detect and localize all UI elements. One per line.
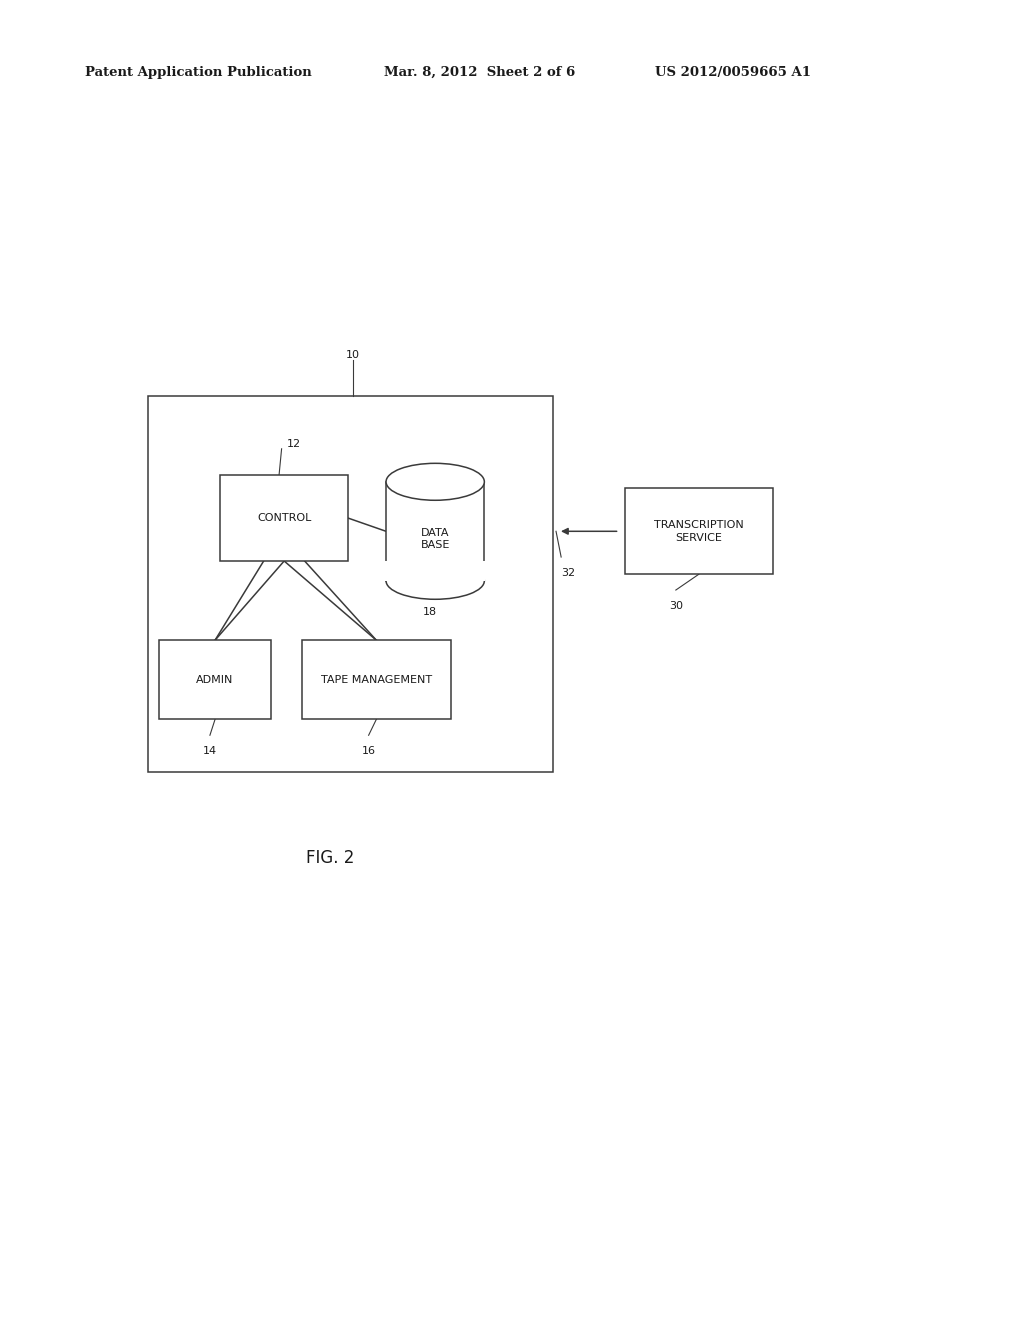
Text: Mar. 8, 2012  Sheet 2 of 6: Mar. 8, 2012 Sheet 2 of 6 bbox=[384, 66, 575, 79]
Bar bbox=[159, 640, 271, 719]
Bar bbox=[386, 482, 484, 581]
Text: 32: 32 bbox=[561, 568, 575, 578]
Text: Patent Application Publication: Patent Application Publication bbox=[85, 66, 311, 79]
Text: ADMIN: ADMIN bbox=[197, 675, 233, 685]
Text: 14: 14 bbox=[203, 746, 217, 756]
Text: 10: 10 bbox=[346, 350, 360, 360]
Text: TAPE MANAGEMENT: TAPE MANAGEMENT bbox=[321, 675, 432, 685]
Bar bbox=[302, 640, 451, 719]
Text: DATA
BASE: DATA BASE bbox=[421, 528, 450, 550]
Text: 16: 16 bbox=[361, 746, 376, 756]
Bar bbox=[148, 396, 553, 772]
Ellipse shape bbox=[386, 562, 484, 599]
Ellipse shape bbox=[386, 463, 484, 500]
Bar bbox=[625, 488, 773, 574]
Text: CONTROL: CONTROL bbox=[257, 513, 311, 523]
Text: 18: 18 bbox=[423, 607, 437, 618]
Text: 30: 30 bbox=[669, 601, 683, 611]
Text: FIG. 2: FIG. 2 bbox=[306, 849, 354, 867]
Bar bbox=[385, 561, 485, 581]
Text: TRANSCRIPTION
SERVICE: TRANSCRIPTION SERVICE bbox=[654, 520, 743, 543]
Bar bbox=[220, 475, 348, 561]
Text: 12: 12 bbox=[287, 438, 301, 449]
Text: US 2012/0059665 A1: US 2012/0059665 A1 bbox=[655, 66, 811, 79]
